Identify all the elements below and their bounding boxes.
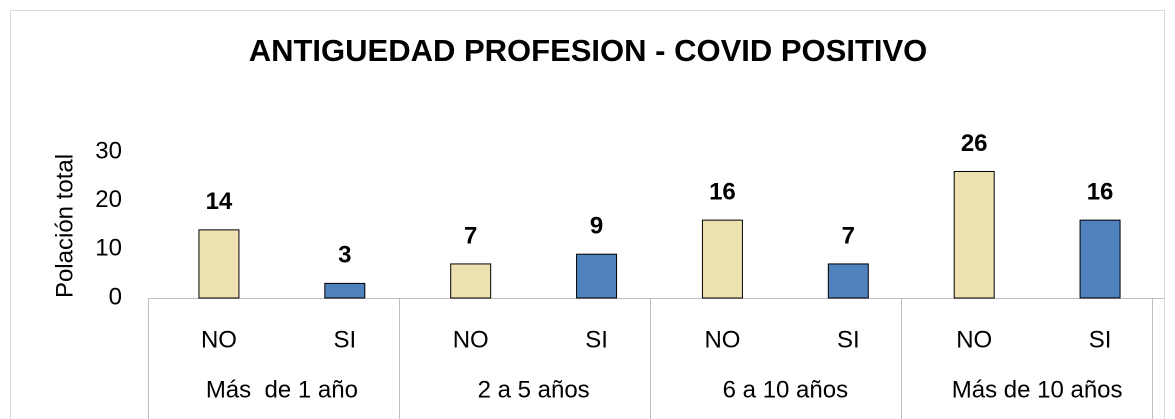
data-label: 16 — [1087, 178, 1114, 205]
y-axis-label: Polación total — [51, 154, 78, 298]
y-tick-label: 30 — [95, 137, 122, 164]
bar — [198, 229, 240, 299]
data-label: 7 — [464, 222, 477, 249]
y-tick-label: 20 — [95, 186, 122, 213]
bar — [324, 282, 366, 299]
bar — [701, 219, 743, 299]
x-tick-label: NO — [704, 326, 740, 353]
bar — [827, 263, 869, 299]
bar — [450, 263, 492, 299]
data-label: 26 — [961, 130, 988, 157]
y-tick-label: 10 — [95, 235, 122, 262]
bar — [1079, 219, 1121, 299]
chart-title: ANTIGUEDAD PROFESION - COVID POSITIVO — [249, 33, 928, 68]
group-label: 6 a 10 años — [723, 376, 848, 403]
data-label: 9 — [590, 213, 603, 240]
bar — [953, 170, 995, 299]
x-tick-label: SI — [585, 326, 608, 353]
x-tick-label: SI — [333, 326, 356, 353]
data-label: 7 — [842, 222, 855, 249]
x-tick-label: SI — [837, 326, 860, 353]
bar — [576, 253, 618, 299]
data-label: 14 — [206, 188, 233, 215]
group-label: Más de 10 años — [952, 376, 1123, 403]
x-tick-label: NO — [956, 326, 992, 353]
x-tick-label: NO — [453, 326, 489, 353]
data-label: 3 — [338, 242, 351, 269]
group-label: Más de 1 año — [206, 376, 358, 403]
x-tick-label: SI — [1089, 326, 1112, 353]
x-tick-label: NO — [201, 326, 237, 353]
y-tick-label: 0 — [109, 283, 122, 310]
data-label: 16 — [709, 178, 736, 205]
group-label: 2 a 5 años — [478, 376, 590, 403]
